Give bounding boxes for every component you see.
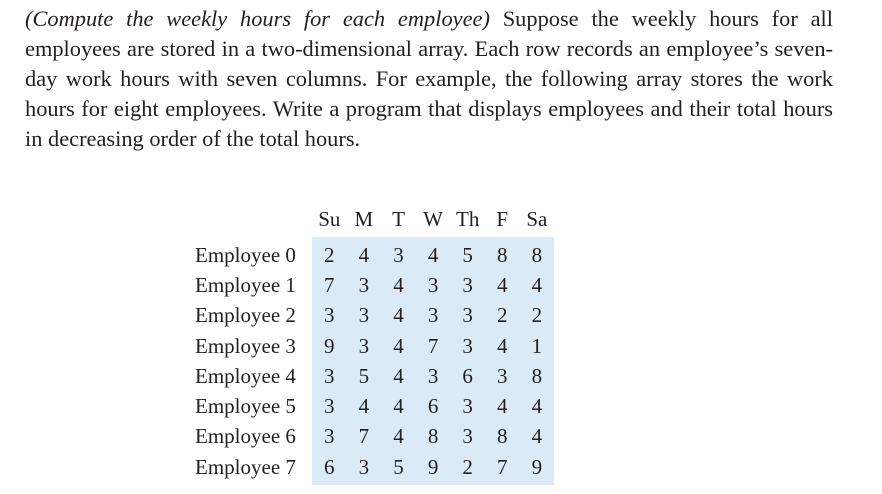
hours-cell: 9 [312, 330, 347, 362]
hours-cell: 3 [346, 300, 382, 331]
column-header-f: F [496, 206, 509, 231]
hours-cell: 7 [312, 270, 347, 301]
hours-cell: 2 [484, 300, 520, 331]
hours-cell: 4 [519, 391, 555, 422]
table-corner [190, 201, 312, 237]
hours-cell: 4 [346, 237, 382, 271]
hours-cell: 3 [346, 330, 382, 362]
hours-cell: 3 [312, 361, 347, 392]
hours-cell: 3 [450, 270, 485, 301]
hours-cell: 4 [381, 270, 416, 301]
hours-cell: 4 [415, 237, 451, 271]
column-header-t: T [392, 206, 405, 231]
hours-cell: 9 [519, 452, 555, 486]
column-header-w: W [423, 206, 443, 231]
hours-cell: 3 [346, 452, 382, 486]
column-header-m: M [354, 206, 374, 231]
hours-cell: 4 [484, 391, 520, 422]
table-body: Employee 0 2 4 3 4 5 8 8 Employee 1 7 3 4 3 3 4 4 Employ… [190, 237, 555, 486]
hours-cell: 7 [484, 452, 520, 486]
hours-cell: 6 [312, 452, 347, 486]
hours-cell: 3 [450, 391, 485, 422]
hours-cell: 5 [450, 237, 485, 271]
hours-cell: 4 [484, 330, 520, 362]
hours-cell: 4 [381, 421, 416, 453]
exercise-body: Suppose the weekly hours for all employe… [25, 6, 833, 151]
employee-label: Employee 4 [195, 363, 296, 388]
hours-cell: 3 [415, 361, 451, 392]
hours-cell: 3 [450, 421, 485, 453]
hours-cell: 3 [312, 391, 347, 422]
hours-cell: 4 [346, 391, 382, 422]
employee-label: Employee 7 [195, 454, 296, 479]
employee-label: Employee 2 [195, 303, 296, 328]
hours-cell: 6 [415, 391, 451, 422]
hours-cell: 2 [312, 237, 347, 271]
employee-label: Employee 0 [195, 242, 296, 267]
hours-cell: 4 [381, 300, 416, 331]
hours-cell: 8 [484, 421, 520, 453]
hours-cell: 3 [484, 361, 520, 392]
hours-cell: 3 [346, 270, 382, 301]
hours-cell: 2 [519, 300, 555, 331]
hours-cell: 8 [415, 421, 451, 453]
hours-cell: 4 [381, 330, 416, 362]
exercise-text: (Compute the weekly hours for each emplo… [25, 4, 833, 154]
hours-cell: 4 [519, 421, 555, 453]
hours-cell: 2 [450, 452, 485, 486]
hours-cell: 8 [484, 237, 520, 271]
hours-cell: 3 [415, 300, 451, 331]
hours-cell: 5 [346, 361, 382, 392]
column-header-th: Th [456, 206, 480, 231]
hours-cell: 4 [519, 270, 555, 301]
table-header-row: Su M T W Th F Sa [190, 201, 554, 237]
employee-label: Employee 3 [195, 333, 296, 358]
hours-cell: 5 [381, 452, 416, 486]
hours-cell: 4 [381, 391, 416, 422]
exercise-title: (Compute the weekly hours for each emplo… [25, 6, 490, 31]
hours-cell: 3 [415, 270, 451, 301]
hours-cell: 3 [312, 300, 347, 331]
hours-cell: 3 [312, 421, 347, 453]
hours-cell: 1 [519, 330, 555, 362]
hours-cell: 3 [381, 237, 416, 271]
hours-cell: 9 [415, 452, 451, 486]
column-header-su: Su [318, 206, 341, 231]
hours-cell: 4 [381, 361, 416, 392]
hours-cell: 8 [519, 237, 555, 271]
hours-cell: 8 [519, 361, 555, 392]
hours-cell: 7 [415, 330, 451, 362]
employee-label: Employee 5 [195, 394, 296, 419]
hours-cell: 7 [346, 421, 382, 453]
hours-cell: 3 [450, 300, 485, 331]
hours-cell: 3 [450, 330, 485, 362]
employee-label: Employee 6 [195, 424, 296, 449]
column-header-sa: Sa [526, 206, 548, 231]
hours-cell: 6 [450, 361, 485, 392]
hours-cell: 4 [484, 270, 520, 301]
employee-label: Employee 1 [195, 272, 296, 297]
